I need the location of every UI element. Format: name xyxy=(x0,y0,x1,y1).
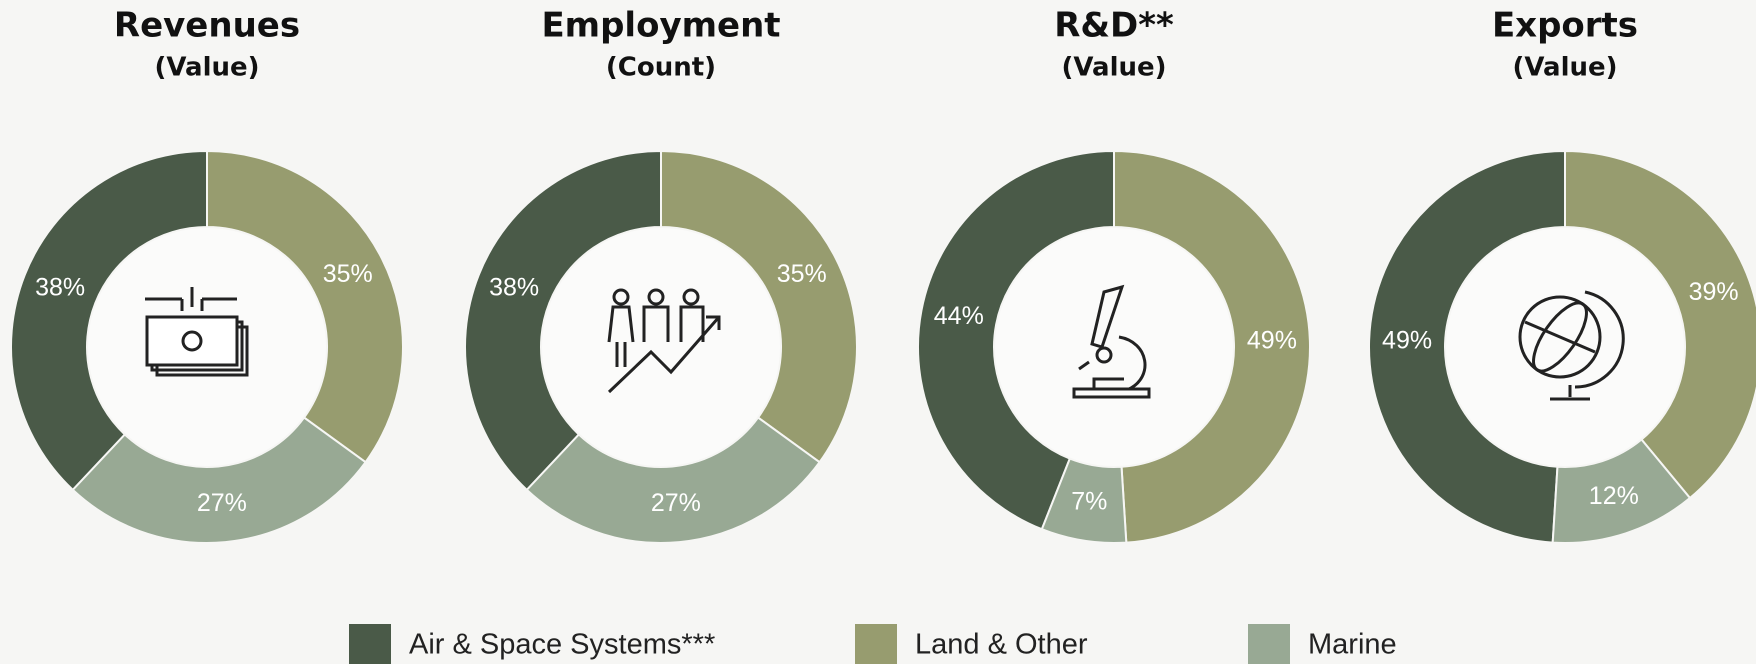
slice xyxy=(464,149,662,492)
chart-subtitle: (Value) xyxy=(1512,53,1617,83)
money-icon xyxy=(145,287,249,377)
slice xyxy=(1113,149,1311,544)
slice xyxy=(525,416,821,544)
donut-hole xyxy=(542,228,780,466)
legend-swatch xyxy=(349,624,391,664)
chart-subtitle: (Count) xyxy=(606,53,716,83)
value-label: 49% xyxy=(1247,327,1297,355)
globe-icon xyxy=(1518,290,1625,401)
legend-label: Marine xyxy=(1308,629,1397,661)
value-label: 35% xyxy=(323,260,373,288)
chart-title: Employment xyxy=(541,6,780,46)
value-label: 7% xyxy=(1071,488,1107,516)
legend-swatch xyxy=(855,624,897,664)
value-label: 44% xyxy=(934,302,984,330)
donut-hole xyxy=(995,228,1233,466)
legend-swatch xyxy=(1248,624,1290,664)
donut-hole xyxy=(1446,228,1684,466)
donut: Exports (Value) 49% 39% 12% xyxy=(1368,6,1756,544)
value-label: 38% xyxy=(489,273,539,301)
value-label: 38% xyxy=(35,273,85,301)
value-label: 27% xyxy=(197,489,247,517)
value-label: 39% xyxy=(1689,278,1739,306)
people-icon xyxy=(607,288,721,394)
chart-title: Exports xyxy=(1492,6,1638,46)
donut: R&D** (Value) 44% 49% 7% xyxy=(917,6,1311,544)
chart-title: Revenues xyxy=(114,6,300,46)
slice xyxy=(1368,149,1566,544)
value-label: 35% xyxy=(777,260,827,288)
legend-label: Air & Space Systems*** xyxy=(409,629,715,661)
slice xyxy=(1551,438,1692,544)
slice xyxy=(1564,149,1756,500)
slice xyxy=(1040,457,1128,544)
slice xyxy=(917,149,1115,531)
chart-title: R&D** xyxy=(1054,6,1174,46)
value-label: 12% xyxy=(1589,482,1639,510)
legend-label: Land & Other xyxy=(915,629,1088,661)
donut: Revenues (Value) 38% 35% 27% xyxy=(10,6,404,544)
value-label: 49% xyxy=(1382,327,1432,355)
slice xyxy=(660,149,858,464)
donut: Employment (Count) 38% 35% 27% xyxy=(464,6,858,544)
chart-subtitle: (Value) xyxy=(154,53,259,83)
slice xyxy=(206,149,404,464)
value-label: 27% xyxy=(651,489,701,517)
legend: Air & Space Systems*** Land & Other Marine xyxy=(349,624,1397,664)
slice xyxy=(10,149,208,492)
chart-subtitle: (Value) xyxy=(1061,53,1166,83)
microscope-icon xyxy=(1072,284,1151,399)
slice xyxy=(71,416,367,544)
